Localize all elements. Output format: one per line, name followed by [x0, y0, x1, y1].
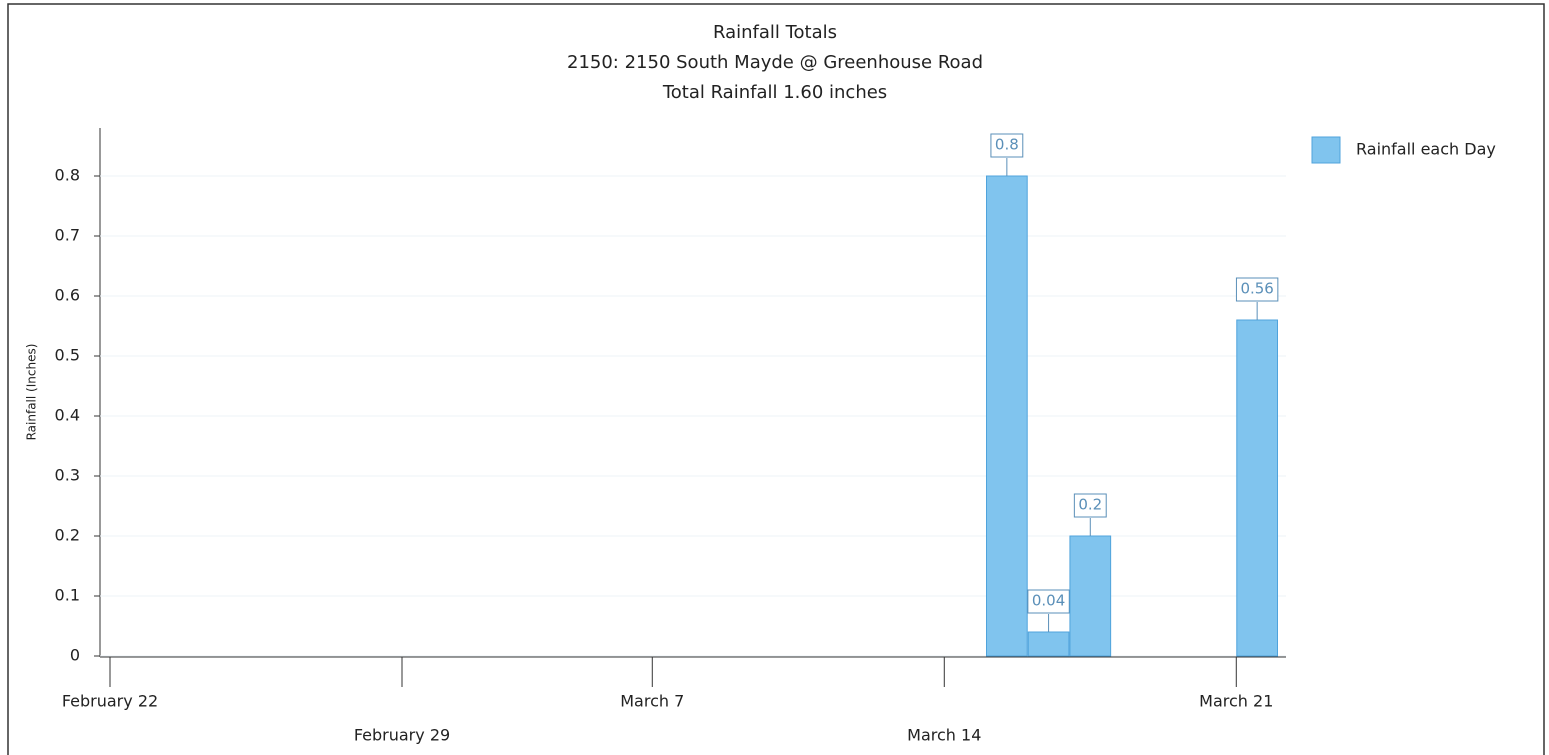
data-label: 0.04	[1032, 592, 1065, 610]
data-label: 0.56	[1240, 280, 1273, 298]
chart-subtitle: Total Rainfall 1.60 inches	[662, 82, 887, 103]
bar	[1069, 535, 1112, 657]
data-label-box	[990, 133, 1024, 158]
frame	[7, 3, 1545, 755]
chart-subtitle: 2150: 2150 South Mayde @ Greenhouse Road	[567, 52, 983, 73]
chart-title: Rainfall Totals	[713, 22, 837, 43]
x-tick-label: February 22	[62, 692, 158, 711]
data-label-box	[1235, 277, 1279, 302]
x-tick-label: February 29	[354, 726, 450, 745]
data-label-box	[1073, 493, 1107, 518]
y-tick-label: 0.5	[55, 346, 80, 365]
bar	[1236, 319, 1279, 657]
y-tick-label: 0.6	[55, 286, 80, 305]
x-tick-label: March 7	[620, 692, 684, 711]
legend-swatch	[1311, 136, 1341, 164]
y-tick-label: 0.4	[55, 406, 80, 425]
y-tick-label: 0	[70, 646, 80, 665]
bar	[986, 175, 1028, 657]
x-tick-label: March 21	[1199, 692, 1273, 711]
y-tick-label: 0.8	[55, 166, 80, 185]
y-tick-label: 0.3	[55, 466, 80, 485]
legend-label: Rainfall each Day	[1356, 140, 1496, 159]
y-tick-label: 0.1	[55, 586, 80, 605]
y-tick-label: 0.2	[55, 526, 80, 545]
y-axis-label: Rainfall (Inches)	[25, 344, 39, 441]
x-tick-label: March 14	[907, 726, 981, 745]
bar	[1027, 631, 1070, 657]
y-tick-label: 0.7	[55, 226, 80, 245]
data-label: 0.8	[995, 136, 1019, 154]
data-label: 0.2	[1078, 496, 1102, 514]
data-label-box	[1027, 589, 1070, 614]
